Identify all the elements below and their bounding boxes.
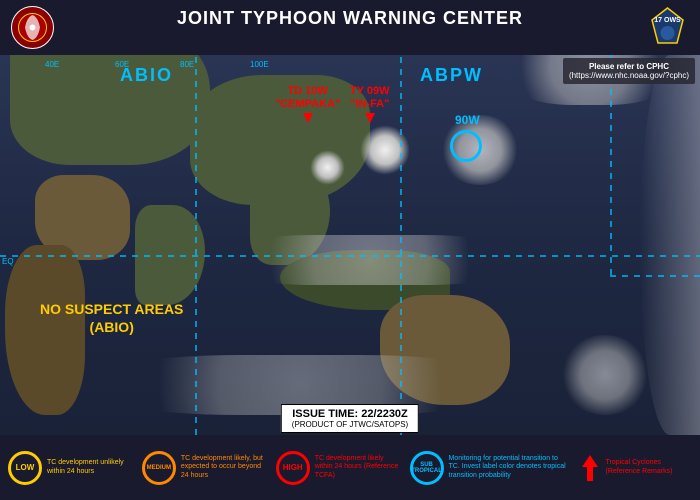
no-suspect-line1: NO SUSPECT AREAS <box>40 300 183 318</box>
landmass-asia-nw <box>10 55 210 165</box>
legend-medium: MEDIUM TC development likely, but expect… <box>142 451 266 485</box>
legend-high: HIGH TC development likely within 24 hou… <box>276 451 400 485</box>
storm-cempaka-id: TD 10W <box>275 85 340 98</box>
issue-time-box: ISSUE TIME: 22/2230Z (PRODUCT OF JTWC/SA… <box>281 404 419 433</box>
issue-time: 22/2230Z <box>361 408 407 420</box>
cloud-itcz <box>230 235 510 285</box>
arrow-icon <box>581 455 601 481</box>
legend-low: LOW TC development unlikely within 24 ho… <box>8 451 132 485</box>
region-abpw: ABPW <box>420 65 483 86</box>
cphc-url: (https://www.nhc.noaa.gov/?cphc) <box>569 71 689 80</box>
storm-infa-name: "IN-FA" <box>350 98 390 111</box>
legend-subtropical-desc: Monitoring for potential transition to T… <box>449 455 571 480</box>
legend-low-icon: LOW <box>8 451 42 485</box>
legend-high-icon: HIGH <box>276 451 310 485</box>
arrow-down-icon <box>365 113 375 123</box>
legend-subtropical: SUB TROPICAL Monitoring for potential tr… <box>410 451 571 485</box>
terminator-edge <box>640 55 700 435</box>
grid-v-2 <box>400 55 402 435</box>
storm-infa-id: TY 09W <box>350 85 390 98</box>
page-title: JOINT TYPHOON WARNING CENTER <box>177 8 523 29</box>
legend-low-desc: TC development unlikely within 24 hours <box>47 459 132 476</box>
map-container: JOINT TYPHOON WARNING CENTER 17 OWS <box>0 0 700 500</box>
satellite-map: EQ 40E 60E 80E 100E ABIO ABPW TD 10W "CE… <box>0 55 700 435</box>
ows-logo: 17 OWS <box>645 5 690 50</box>
legend-medium-desc: TC development likely, but expected to o… <box>181 455 266 480</box>
coord-80e: 80E <box>180 60 194 69</box>
grid-boundary-v <box>610 55 612 275</box>
legend-high-desc: TC development likely within 24 hours (R… <box>315 455 400 480</box>
region-abio: ABIO <box>120 65 173 86</box>
invest-90w-label: 90W <box>455 113 480 127</box>
storm-cempaka: TD 10W "CEMPAKA" <box>275 85 340 123</box>
legend-subtropical-icon: SUB TROPICAL <box>410 451 444 485</box>
issue-source: (PRODUCT OF JTWC/SATOPS) <box>292 420 408 429</box>
cloud-storm-cempaka <box>310 150 345 185</box>
no-suspect-line2: (ABIO) <box>40 318 183 336</box>
no-suspect-areas: NO SUSPECT AREAS (ABIO) <box>40 300 183 336</box>
cphc-title: Please refer to CPHC <box>569 62 689 71</box>
coord-eq-w: EQ <box>2 257 14 266</box>
storm-infa: TY 09W "IN-FA" <box>350 85 390 123</box>
cloud-spac <box>560 335 650 415</box>
jtwc-logo <box>10 5 55 50</box>
cphc-reference: Please refer to CPHC (https://www.nhc.no… <box>563 58 695 84</box>
grid-v-1 <box>195 55 197 435</box>
grid-boundary-h <box>610 275 700 277</box>
legend-tc-arrow: Tropical Cyclones (Reference Remarks) <box>581 455 692 481</box>
cloud-storm-infa <box>360 125 410 175</box>
legend-arrow-desc: Tropical Cyclones (Reference Remarks) <box>606 459 692 476</box>
issue-label: ISSUE TIME: <box>292 408 358 420</box>
legend-medium-icon: MEDIUM <box>142 451 176 485</box>
arrow-down-icon <box>303 113 313 123</box>
legend-bar: LOW TC development unlikely within 24 ho… <box>0 435 700 500</box>
invest-90w-marker <box>450 130 482 162</box>
storm-cempaka-name: "CEMPAKA" <box>275 98 340 111</box>
coord-40e: 40E <box>45 60 59 69</box>
coord-100e: 100E <box>250 60 269 69</box>
grid-h-eq <box>0 255 700 257</box>
svg-text:17 OWS: 17 OWS <box>654 17 681 24</box>
